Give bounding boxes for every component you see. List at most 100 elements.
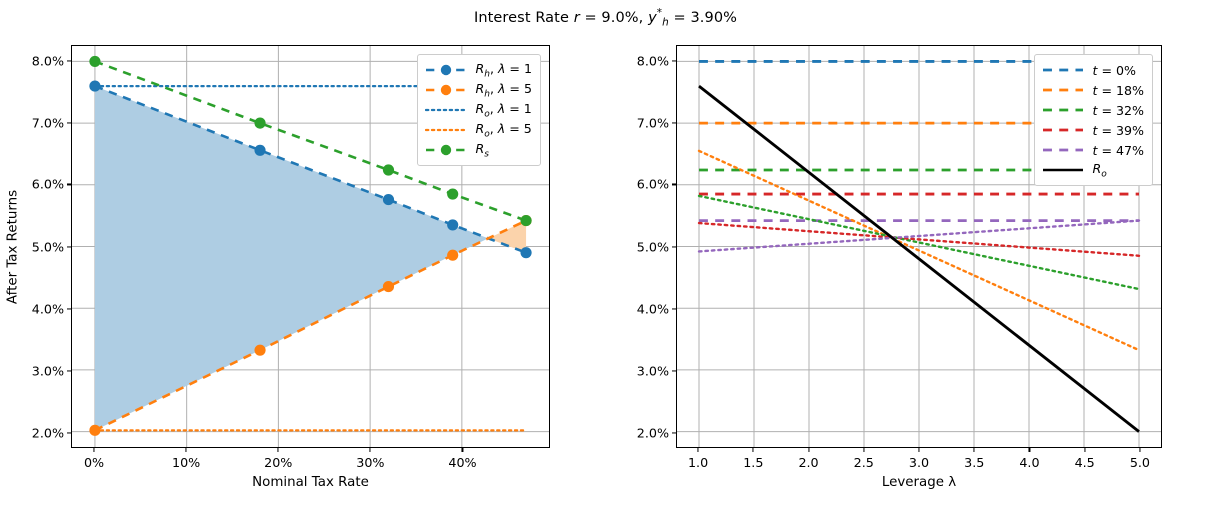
left-xaxis-label: Nominal Tax Rate <box>252 475 369 490</box>
right-panel: 2.0% 3.0% 4.0% 5.0% 6.0% 7.0% 8.0% 1.0 1.5 2.0 2.5… <box>637 45 1162 490</box>
legend-key-black-solid <box>1042 163 1084 177</box>
series-line <box>94 84 527 254</box>
left-legend[interactable]: Rh, λ = 1 Rh, λ = 5 Ro, λ = 1 Ro, λ = 5 Rs <box>417 54 541 166</box>
title-y-subscript: h <box>662 16 669 29</box>
data-point-marker <box>89 424 101 436</box>
xtick-mark <box>697 448 699 452</box>
right-plot-area <box>676 45 1162 448</box>
xtick-mark <box>1028 448 1030 452</box>
xtick-label: 10% <box>172 455 201 470</box>
xtick-label: 4.5 <box>1074 455 1095 470</box>
ytick-mark <box>67 183 71 186</box>
ytick-mark <box>67 369 71 372</box>
xtick-label: 5.0 <box>1129 455 1150 470</box>
legend-label: t = 47% <box>1092 142 1144 158</box>
legend-item[interactable]: Ro, λ = 1 <box>425 100 532 120</box>
legend-item[interactable]: t = 47% <box>1042 140 1144 160</box>
data-point-marker <box>520 247 532 259</box>
legend-item[interactable]: t = 0% <box>1042 60 1144 80</box>
xtick-label: 1.5 <box>743 455 764 470</box>
series-line <box>697 149 1141 352</box>
legend-label: t = 39% <box>1092 122 1144 138</box>
ytick-mark <box>67 59 71 62</box>
legend-label: Ro, λ = 5 <box>475 120 532 140</box>
legend-key-orange-dashed <box>1042 83 1084 97</box>
xtick-mark <box>369 448 371 452</box>
xtick-label: 3.0 <box>908 455 930 470</box>
xtick-mark <box>863 448 865 452</box>
data-point-marker <box>447 219 459 231</box>
legend-label: t = 32% <box>1092 102 1144 118</box>
legend-key-orange-dashed <box>425 83 467 97</box>
series-line <box>697 221 1141 257</box>
ytick-mark <box>67 121 71 124</box>
legend-item[interactable]: Rs <box>425 140 532 160</box>
data-point-marker <box>382 281 395 293</box>
ytick-label: 6.0% <box>636 176 669 192</box>
data-point-marker <box>89 80 101 92</box>
legend-item[interactable]: t = 39% <box>1042 120 1144 140</box>
xtick-mark <box>918 448 920 452</box>
series-line <box>697 219 1141 253</box>
xtick-label: 40% <box>448 455 477 470</box>
data-point-marker <box>447 188 459 200</box>
legend-item[interactable]: t = 18% <box>1042 80 1144 100</box>
ytick-label: 4.0% <box>31 301 64 316</box>
ytick-mark <box>672 183 676 186</box>
ytick-mark <box>67 307 71 310</box>
ytick-mark <box>672 307 676 310</box>
xtick-mark <box>185 448 187 452</box>
left-yaxis-label: After Tax Returns <box>5 189 21 304</box>
data-point-marker <box>89 55 101 67</box>
legend-item[interactable]: Ro <box>1042 160 1144 180</box>
ytick-label: 8.0% <box>636 53 669 68</box>
legend-key-red-dashed <box>1042 123 1084 137</box>
title-prefix: Interest Rate <box>473 9 574 26</box>
data-point-marker <box>254 344 266 356</box>
series-line <box>94 60 527 222</box>
legend-item[interactable]: t = 32% <box>1042 100 1144 120</box>
xtick-mark <box>752 448 754 452</box>
legend-key-orange-dotted <box>425 123 468 137</box>
legend-label: t = 0% <box>1092 62 1136 78</box>
ytick-label: 7.0% <box>636 115 669 130</box>
ytick-label: 5.0% <box>31 239 64 254</box>
series-line <box>697 194 1141 291</box>
data-point-marker <box>520 215 532 227</box>
ytick-mark <box>672 245 676 248</box>
ytick-mark <box>672 121 676 124</box>
series-line <box>698 84 1140 433</box>
legend-label: Rs <box>475 140 489 160</box>
xtick-mark <box>1139 448 1141 452</box>
left-plot-area <box>71 45 550 448</box>
ytick-label: 5.0% <box>636 239 669 254</box>
data-point-marker <box>447 249 459 261</box>
legend-item[interactable]: Rh, λ = 5 <box>425 80 532 100</box>
right-xaxis-label: Leverage λ <box>881 475 957 490</box>
legend-label: Rh, λ = 5 <box>475 80 532 100</box>
figure-title: Interest Rate r = 9.0%, y*h = 3.90% <box>0 7 1211 29</box>
area-fill-orange <box>488 220 527 253</box>
legend-key-purple-dashed <box>1042 143 1084 157</box>
ytick-label: 3.0% <box>31 363 64 378</box>
title-y-symbol: y <box>648 9 657 26</box>
right-plot-canvas <box>677 46 1161 447</box>
legend-label: Ro, λ = 1 <box>475 100 532 120</box>
legend-key-green-dashed <box>1042 103 1084 117</box>
legend-item[interactable]: Rh, λ = 1 <box>425 60 532 80</box>
xtick-label: 3.5 <box>964 455 985 470</box>
ytick-mark <box>672 431 676 434</box>
left-panel: 2.0% 3.0% 4.0% 5.0% 6.0% 7.0% 8.0% 0% 10% 20% 30% 4… <box>6 45 550 490</box>
xtick-label: 4.0 <box>1019 455 1040 470</box>
xtick-mark <box>807 448 810 452</box>
xtick-mark <box>973 448 975 452</box>
data-point-marker <box>254 144 266 156</box>
legend-item[interactable]: Ro, λ = 5 <box>425 120 532 140</box>
ytick-label: 4.0% <box>636 301 669 316</box>
ytick-mark <box>672 369 676 372</box>
right-legend[interactable]: t = 0% t = 18% t = 32% t = 39% t = 47% Ro <box>1034 54 1153 186</box>
data-point-marker <box>382 164 395 176</box>
xtick-label: 0% <box>83 455 105 470</box>
data-point-marker <box>382 194 395 206</box>
